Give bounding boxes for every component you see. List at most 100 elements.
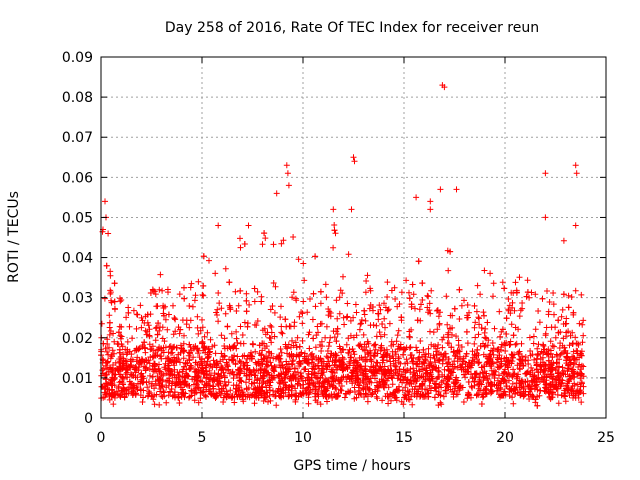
data-point: [310, 335, 317, 342]
data-point: [214, 377, 220, 384]
data-point: [157, 353, 164, 360]
data-point: [436, 321, 443, 328]
data-point: [386, 320, 393, 327]
data-point: [235, 387, 242, 394]
data-point: [518, 380, 525, 387]
data-point: [267, 306, 274, 313]
data-point: [215, 290, 222, 296]
data-point: [186, 382, 193, 389]
data-point: [210, 391, 217, 398]
data-point: [534, 393, 541, 400]
data-point: [471, 358, 478, 365]
data-point: [546, 299, 553, 305]
data-point: [349, 380, 356, 387]
data-point: [314, 323, 321, 330]
data-point: [546, 365, 553, 372]
data-point: [427, 354, 434, 361]
data-point: [417, 392, 424, 399]
data-point: [477, 378, 484, 385]
data-point: [207, 390, 214, 397]
data-point: [299, 337, 306, 344]
data-point: [146, 366, 153, 372]
data-point: [382, 304, 389, 311]
data-point: [186, 341, 193, 348]
data-point: [278, 349, 285, 356]
data-point: [542, 170, 549, 177]
data-point: [227, 387, 234, 394]
data-point: [186, 324, 193, 331]
data-point: [540, 341, 547, 348]
grid-lines: [101, 57, 606, 418]
data-point: [180, 355, 187, 362]
data-point: [271, 333, 278, 340]
data-point: [325, 378, 332, 385]
y-tick-label: 0.02: [62, 331, 93, 347]
data-point: [443, 360, 450, 367]
data-point: [323, 394, 330, 400]
data-point: [191, 389, 198, 396]
data-point: [268, 372, 275, 379]
data-point: [355, 391, 362, 398]
data-point: [483, 391, 490, 398]
data-point: [197, 395, 204, 402]
data-point: [353, 332, 360, 339]
data-point: [290, 342, 297, 349]
data-point: [340, 314, 347, 321]
data-point: [105, 368, 112, 375]
data-point: [279, 330, 286, 337]
data-point: [353, 362, 360, 369]
data-point: [497, 386, 504, 393]
data-point: [144, 311, 151, 318]
data-point: [263, 363, 270, 370]
data-point: [183, 321, 190, 328]
data-point: [270, 280, 277, 286]
data-point: [553, 351, 560, 358]
data-point: [406, 289, 412, 296]
data-point: [471, 324, 478, 331]
data-point: [334, 315, 341, 322]
data-point: [223, 394, 230, 400]
data-point: [251, 400, 258, 407]
data-point: [269, 303, 276, 309]
data-point: [201, 371, 208, 377]
data-point: [548, 347, 554, 354]
data-point: [112, 306, 118, 313]
data-point: [353, 368, 360, 375]
data-point: [425, 293, 432, 300]
data-point: [282, 316, 289, 323]
data-point: [188, 347, 195, 354]
data-point: [177, 384, 184, 391]
data-point: [182, 378, 189, 385]
data-point: [154, 331, 161, 338]
data-point: [528, 289, 535, 296]
data-point: [142, 364, 149, 371]
data-point: [312, 303, 319, 310]
data-point: [116, 363, 123, 370]
data-point: [572, 222, 579, 229]
data-point: [321, 387, 328, 394]
data-point: [348, 206, 355, 213]
data-point: [534, 366, 540, 373]
data-point: [254, 318, 261, 324]
data-point: [135, 364, 142, 371]
data-point: [515, 351, 522, 358]
data-point: [425, 345, 432, 352]
data-point: [332, 362, 339, 369]
data-point: [371, 341, 378, 348]
data-point: [382, 368, 389, 375]
data-point: [533, 361, 540, 368]
data-point: [299, 310, 306, 317]
data-point: [296, 313, 303, 320]
data-point: [346, 358, 353, 365]
data-point: [287, 373, 294, 380]
data-point: [329, 394, 336, 401]
data-point: [266, 334, 273, 341]
data-point: [124, 374, 131, 381]
data-point: [562, 398, 569, 405]
data-point: [484, 319, 491, 326]
data-point: [392, 351, 399, 358]
data-point: [505, 364, 512, 371]
data-point: [230, 343, 237, 350]
data-point: [543, 374, 550, 381]
data-point: [566, 392, 573, 399]
